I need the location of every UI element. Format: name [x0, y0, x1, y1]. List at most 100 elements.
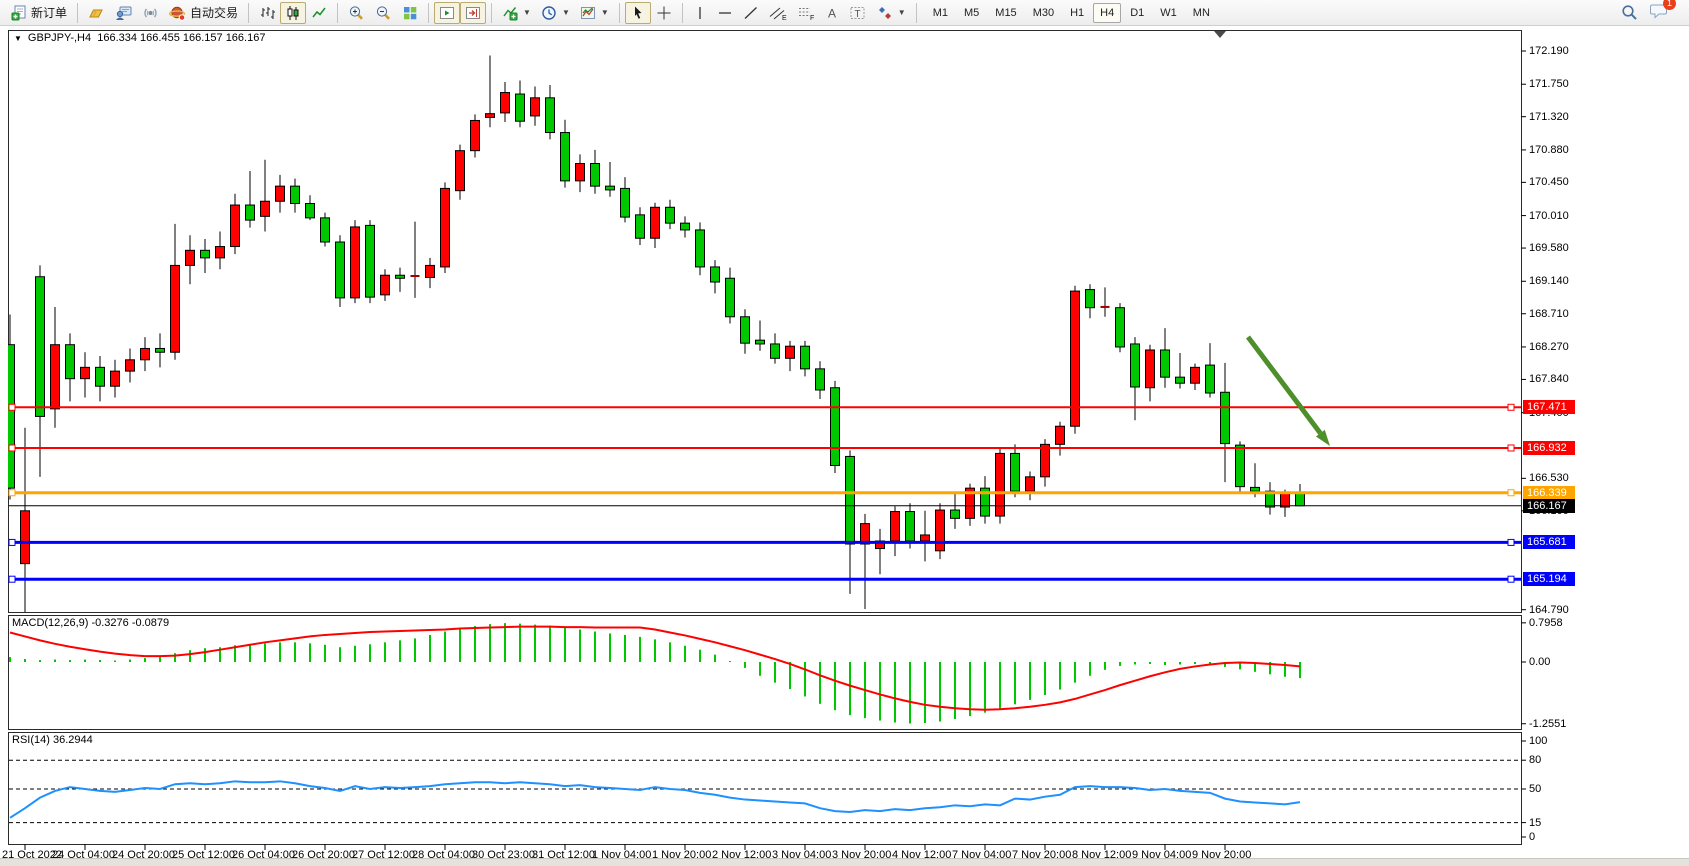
horizontal-line-button[interactable] — [712, 2, 738, 24]
chat-button[interactable]: 1 — [1650, 0, 1676, 24]
crosshair-icon — [657, 6, 671, 19]
price-axis-tick: 170.880 — [1529, 143, 1569, 156]
toolbar-right: 1 — [1621, 0, 1683, 24]
vertical-line-button[interactable] — [688, 2, 712, 24]
tab-timeframe-M5[interactable]: M5 — [964, 6, 980, 19]
add-indicator-icon — [503, 6, 518, 20]
text-icon: A — [828, 6, 836, 20]
chart-shift-button[interactable] — [460, 1, 487, 24]
autoscroll-button[interactable] — [434, 1, 461, 24]
candlestick-chart-button[interactable] — [280, 1, 307, 24]
hline-166.932[interactable] — [8, 444, 1521, 452]
autotrading-button[interactable]: 自动交易 — [164, 2, 243, 24]
autoscroll-icon — [440, 6, 455, 19]
window-bottom-edge — [0, 858, 1689, 866]
chart-shift-marker-icon[interactable] — [1214, 31, 1226, 38]
vertical-line-icon — [699, 6, 701, 19]
price-axis-tick: 166.530 — [1529, 472, 1569, 485]
macd-axis-tick: 0.00 — [1529, 656, 1551, 668]
toolbar: 新订单 自动交易 — [0, 0, 1689, 26]
rsi-plot — [9, 759, 1521, 824]
price-axis-tick: 171.750 — [1529, 78, 1569, 91]
hline-165.194[interactable] — [8, 575, 1521, 583]
tab-timeframe-D1[interactable]: D1 — [1130, 6, 1145, 19]
zoom-in-icon — [349, 5, 363, 20]
rsi-label: RSI(14) 36.2944 — [12, 734, 93, 746]
add-indicator-button[interactable]: ▼ — [497, 2, 536, 24]
tab-timeframe-MN[interactable]: MN — [1192, 6, 1210, 19]
zoom-out-icon — [376, 5, 390, 20]
svg-text:T: T — [854, 8, 860, 19]
zoom-out-button[interactable] — [370, 2, 397, 24]
toolbar-separator — [337, 2, 339, 23]
text-label-button[interactable]: T — [844, 2, 872, 24]
price-axis-tick: 168.710 — [1529, 307, 1569, 320]
svg-text:A: A — [828, 6, 836, 20]
price-axis-tick: 170.010 — [1529, 209, 1569, 222]
tab-timeframe-W1[interactable]: W1 — [1160, 6, 1177, 19]
macd-axis-tick: 0.7958 — [1529, 616, 1563, 629]
tab-timeframe-M15[interactable]: M15 — [995, 6, 1017, 19]
chart-symbol-period: GBPJPY-,H4 — [27, 32, 92, 44]
candles — [8, 55, 1305, 612]
price-line-badge[interactable]: 167.471 — [1523, 400, 1575, 415]
candlestick-chart-icon — [287, 5, 299, 20]
periods-button[interactable]: ▼ — [536, 2, 575, 24]
new-order-button[interactable]: 新订单 — [6, 2, 72, 24]
zoom-in-button[interactable] — [343, 2, 370, 24]
fibonacci-button[interactable]: F — [792, 2, 820, 24]
svg-text:E: E — [782, 15, 787, 21]
search-icon[interactable] — [1621, 4, 1638, 21]
tab-timeframe-M1[interactable]: M1 — [932, 6, 948, 19]
macd-pane[interactable] — [8, 615, 1522, 730]
tab-timeframe-H4[interactable]: H4 — [1093, 2, 1122, 23]
trendline-button[interactable] — [738, 2, 764, 24]
rsi-axis-tick: 80 — [1529, 754, 1542, 767]
broadcast-icon — [144, 8, 157, 17]
trend-arrow[interactable] — [1246, 335, 1330, 446]
templates-button[interactable]: ▼ — [575, 2, 614, 24]
price-axis-tick: 164.790 — [1529, 603, 1569, 616]
autotrading-label: 自动交易 — [190, 6, 239, 20]
price-line-badge[interactable]: 166.339 — [1523, 485, 1575, 500]
price-axis-tick: 172.190 — [1529, 45, 1569, 57]
line-chart-icon — [312, 7, 326, 17]
chevron-down-icon: ▼ — [897, 8, 906, 17]
arrow-objects-button[interactable]: ▼ — [872, 2, 911, 24]
hline-167.471[interactable] — [8, 403, 1521, 411]
tile-windows-button[interactable] — [397, 2, 423, 24]
price-line-badge[interactable]: 165.194 — [1523, 572, 1575, 587]
price-line-badge[interactable]: 166.167 — [1523, 498, 1575, 513]
line-chart-button[interactable] — [306, 2, 332, 24]
crosshair-button[interactable] — [651, 2, 677, 24]
price-line-badge[interactable]: 165.681 — [1523, 535, 1575, 550]
hline-165.681[interactable] — [8, 538, 1521, 546]
toolbar-separator — [248, 2, 250, 23]
toolbar-separator — [77, 2, 79, 23]
bar-chart-button[interactable] — [254, 2, 280, 24]
text-label-icon: T — [850, 6, 865, 19]
svg-text:F: F — [810, 15, 814, 21]
chevron-down-icon: ▼ — [561, 8, 570, 17]
tab-timeframe-M30[interactable]: M30 — [1032, 6, 1055, 19]
macd-plot — [9, 623, 1301, 724]
broadcast-button[interactable] — [137, 2, 164, 24]
hline-166.339[interactable] — [8, 489, 1521, 497]
client-terminal-button[interactable] — [110, 2, 137, 24]
gold-ingot-icon — [89, 9, 103, 17]
template-icon — [580, 6, 595, 19]
price-line-badge[interactable]: 166.932 — [1523, 440, 1575, 455]
toolbar-separator — [428, 2, 430, 23]
price-axis-tick: 171.320 — [1529, 110, 1569, 123]
channel-button[interactable]: E — [764, 2, 792, 24]
main-pane[interactable] — [8, 30, 1522, 613]
toolbar-separator — [681, 2, 683, 23]
fibonacci-icon: F — [798, 7, 814, 21]
tab-timeframe-H1[interactable]: H1 — [1070, 6, 1085, 19]
cursor-button[interactable] — [624, 1, 651, 24]
macd-label: MACD(12,26,9) -0.3276 -0.0879 — [12, 617, 170, 629]
bar-chart-icon — [261, 6, 276, 19]
gold-button[interactable] — [83, 2, 110, 24]
text-button[interactable]: A — [820, 2, 844, 24]
